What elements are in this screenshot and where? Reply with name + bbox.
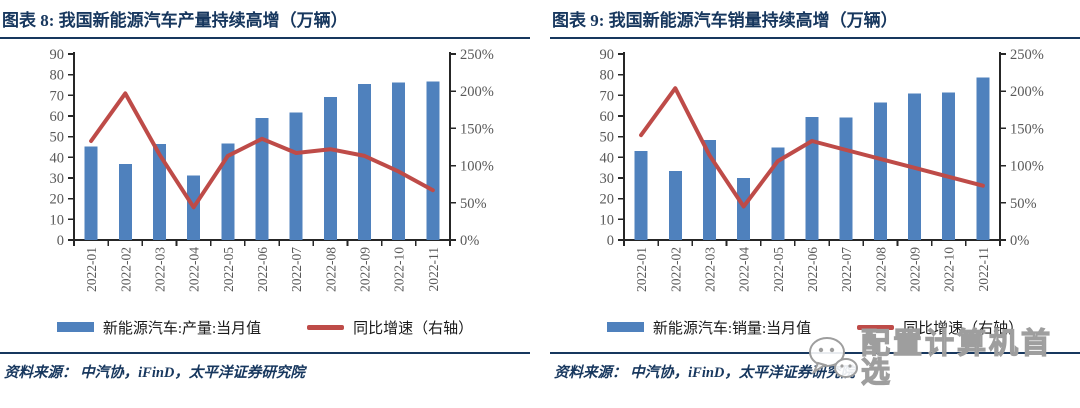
svg-text:60: 60 [50, 109, 65, 125]
svg-text:70: 70 [50, 88, 65, 104]
svg-text:0: 0 [607, 233, 614, 249]
svg-text:250%: 250% [1010, 47, 1044, 63]
svg-text:200%: 200% [1010, 84, 1044, 100]
svg-text:2022-06: 2022-06 [805, 247, 820, 292]
source-note-production: 资料来源： 中汽协，iFinD，太平洋证券研究院 [0, 352, 530, 382]
sales-combo-chart: 0 10 20 30 40 50 60 70 80 90 0% 50% 100% 150% 200% 250%… [600, 47, 1044, 292]
svg-text:2022-05: 2022-05 [771, 247, 786, 292]
svg-text:50: 50 [50, 130, 65, 146]
svg-text:40: 40 [50, 150, 65, 166]
svg-text:80: 80 [600, 68, 615, 84]
svg-text:50%: 50% [460, 196, 487, 212]
legend-item-production-bar: 新能源汽车:产量:当月值 [56, 317, 262, 338]
svg-text:150%: 150% [460, 121, 494, 137]
svg-text:0%: 0% [1010, 233, 1029, 249]
svg-text:100%: 100% [1010, 159, 1044, 175]
svg-text:30: 30 [50, 171, 65, 187]
svg-text:2022-05: 2022-05 [221, 247, 236, 292]
figure-panel-production: 图表 8: 我国新能源汽车产量持续高增（万辆） 0 10 20 30 40 50 60 70 8… [0, 6, 530, 382]
legend-production: 新能源汽车:产量:当月值 同比增速（右轴） [0, 314, 530, 340]
svg-text:250%: 250% [460, 47, 494, 63]
svg-text:2022-02: 2022-02 [118, 247, 133, 292]
svg-text:60: 60 [600, 109, 615, 125]
svg-text:2022-11: 2022-11 [426, 247, 441, 292]
svg-text:2022-07: 2022-07 [289, 247, 304, 292]
svg-text:200%: 200% [460, 84, 494, 100]
svg-text:30: 30 [600, 171, 615, 187]
svg-text:2022-08: 2022-08 [873, 247, 888, 292]
svg-text:80: 80 [50, 68, 65, 84]
svg-text:2022-08: 2022-08 [323, 247, 338, 292]
legend-item-sales-line: 同比增速（右轴） [857, 317, 1023, 338]
svg-text:2022-09: 2022-09 [358, 247, 373, 292]
figure-title-sales: 图表 9: 我国新能源汽车销量持续高增（万辆） [550, 6, 1080, 39]
line-series-swatch [857, 324, 895, 330]
svg-text:10: 10 [600, 212, 615, 228]
svg-text:2022-10: 2022-10 [942, 247, 957, 292]
svg-text:0: 0 [57, 233, 64, 249]
legend-label-production-bar: 新能源汽车:产量:当月值 [102, 320, 262, 337]
svg-text:2022-11: 2022-11 [976, 247, 991, 292]
svg-text:2022-09: 2022-09 [908, 247, 923, 292]
svg-text:2022-02: 2022-02 [668, 247, 683, 292]
production-combo-chart: 0 10 20 30 40 50 60 70 80 90 0% 50% 100% 150% 200% 250%… [50, 47, 494, 292]
svg-text:90: 90 [50, 47, 65, 63]
legend-label-sales-bar: 新能源汽车:销量:当月值 [652, 320, 812, 337]
svg-text:2022-03: 2022-03 [702, 247, 717, 292]
svg-text:2022-04: 2022-04 [187, 247, 202, 292]
svg-text:90: 90 [600, 47, 615, 63]
svg-text:2022-01: 2022-01 [634, 247, 649, 292]
svg-text:50: 50 [600, 130, 615, 146]
source-note-sales: 资料来源： 中汽协，iFinD，太平洋证券研究院 [550, 352, 1080, 382]
legend-sales: 新能源汽车:销量:当月值 同比增速（右轴） [550, 314, 1080, 340]
legend-label-production-line: 同比增速（右轴） [353, 320, 474, 337]
svg-text:2022-07: 2022-07 [839, 247, 854, 292]
svg-text:20: 20 [600, 192, 615, 208]
legend-label-sales-line: 同比增速（右轴） [903, 320, 1024, 337]
svg-text:40: 40 [600, 150, 615, 166]
figure-columns: 图表 8: 我国新能源汽车产量持续高增（万辆） 0 10 20 30 40 50 60 70 8… [0, 6, 1080, 382]
svg-text:2022-06: 2022-06 [255, 247, 270, 292]
bar-series-swatch [606, 322, 644, 332]
svg-text:150%: 150% [1010, 121, 1044, 137]
svg-text:10: 10 [50, 212, 65, 228]
svg-text:2022-04: 2022-04 [737, 247, 752, 292]
line-series-swatch [307, 324, 345, 330]
svg-text:2022-10: 2022-10 [392, 247, 407, 292]
svg-text:50%: 50% [1010, 196, 1037, 212]
legend-item-production-line: 同比增速（右轴） [307, 317, 473, 338]
svg-text:100%: 100% [460, 159, 494, 175]
figure-title-production: 图表 8: 我国新能源汽车产量持续高增（万辆） [0, 6, 530, 39]
svg-text:2022-01: 2022-01 [84, 247, 99, 292]
figure-panel-sales: 图表 9: 我国新能源汽车销量持续高增（万辆） 0 10 20 30 40 50 60 70 8… [550, 6, 1080, 382]
svg-text:70: 70 [600, 88, 615, 104]
svg-text:0%: 0% [460, 233, 479, 249]
legend-item-sales-bar: 新能源汽车:销量:当月值 [606, 317, 812, 338]
bar-series-swatch [56, 322, 94, 332]
svg-text:2022-03: 2022-03 [152, 247, 167, 292]
svg-text:20: 20 [50, 192, 65, 208]
